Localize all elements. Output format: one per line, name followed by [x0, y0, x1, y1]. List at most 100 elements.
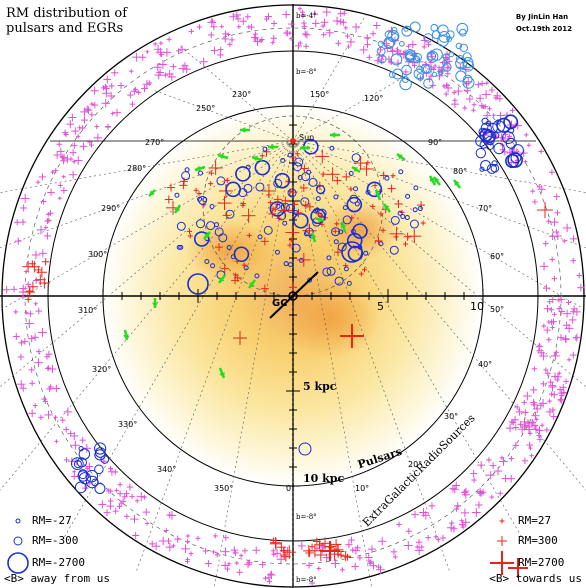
egr-positive: [524, 425, 534, 434]
egr-negative: [462, 76, 475, 89]
egr-negative: [430, 48, 443, 61]
legend-neg-large: RM=-2700: [32, 556, 85, 569]
pulsar-negative: [333, 194, 339, 200]
pulsar-negative: [329, 145, 335, 151]
egr-positive: [537, 349, 545, 357]
egr-positive: [210, 18, 215, 24]
egr-positive: [556, 297, 562, 303]
egr-positive: [108, 465, 114, 471]
egr-positive: [548, 232, 557, 241]
egr-positive: [69, 170, 78, 179]
egr-positive: [18, 339, 25, 346]
egr-positive: [253, 37, 262, 46]
pulsar-negative: [291, 243, 301, 253]
pulsar-positive: [318, 213, 324, 219]
egr-positive: [368, 545, 376, 554]
egr-positive: [63, 426, 70, 433]
egr-positive: [83, 105, 91, 113]
egr-positive: [549, 391, 555, 397]
arrow-head: [300, 145, 306, 151]
pulsar-positive: [301, 201, 310, 210]
pulsar-positive: [268, 209, 277, 218]
pulsar-negative: [262, 146, 268, 152]
egr-positive: [449, 520, 455, 526]
arrow-head: [149, 190, 155, 196]
pulsar-positive: [187, 233, 193, 239]
egr-positive: [369, 561, 378, 570]
egr-positive: [24, 310, 29, 315]
pulsar-positive: [261, 184, 276, 199]
egr-positive: [298, 40, 303, 46]
egr-negative: [94, 464, 104, 475]
egr-positive: [543, 367, 549, 373]
egr-positive: [450, 485, 459, 494]
egr-positive: [373, 21, 381, 30]
pulsar-negative: [238, 188, 248, 198]
egr-positive: [337, 10, 344, 17]
egr-negative: [387, 30, 400, 43]
longitude-label: 330°: [118, 420, 138, 429]
pulsar-negative: [293, 162, 303, 172]
egr-positive: [236, 24, 242, 30]
pulsar-negative: [341, 241, 363, 263]
egr-positive: [33, 301, 38, 306]
pulsar-negative: [363, 250, 369, 256]
egr-positive: [61, 174, 66, 179]
egr-positive: [165, 70, 174, 78]
pulsar-positive: [193, 187, 199, 193]
pulsar-positive: [294, 151, 300, 157]
egr-positive: [73, 156, 83, 165]
egr-positive: [496, 111, 505, 120]
egr-positive: [167, 511, 177, 520]
egr-positive: [177, 45, 187, 54]
egr-positive: [421, 44, 427, 50]
egr-positive: [389, 47, 395, 53]
egr-positive: [497, 490, 504, 497]
longitude-label: 270°: [145, 138, 165, 147]
legend-marks: [7, 518, 514, 575]
egr-positive: [471, 477, 477, 483]
longitude-ray: [292, 140, 586, 248]
egr-positive: [130, 87, 138, 95]
longitude-ray: [292, 140, 586, 311]
egr-positive: [259, 36, 265, 43]
egr-positive: [48, 364, 57, 373]
egr-positive: [105, 488, 112, 494]
distance-label-5: 5 kpc: [303, 380, 337, 393]
egr-positive: [477, 489, 485, 497]
egr-positive: [31, 333, 39, 341]
arrow-head: [397, 154, 403, 160]
egr-positive: [415, 544, 420, 550]
egr-positive: [486, 471, 495, 480]
egr-positive: [346, 44, 351, 49]
egr-positive: [446, 65, 451, 70]
pulsar-positive: [234, 258, 240, 264]
egr-negative: [100, 455, 110, 464]
egr-positive: [311, 10, 319, 18]
egr-positive: [452, 97, 458, 103]
egr-negative: [478, 127, 487, 137]
egr-positive: [52, 384, 61, 393]
egr-negative: [376, 46, 386, 56]
egr-positive: [98, 500, 107, 509]
egr-positive: [2, 286, 11, 294]
egr-positive: [29, 380, 36, 387]
egr-negative: [491, 160, 498, 167]
arrow-head: [318, 216, 324, 223]
pulsar-negative: [331, 227, 341, 237]
egr-positive: [222, 534, 229, 541]
egr-positive: [396, 521, 402, 528]
egr-positive: [499, 457, 508, 466]
egr-positive: [145, 49, 150, 54]
egr-positive: [59, 153, 65, 159]
egr-negative: [511, 144, 524, 157]
pulsar-positive: [332, 228, 338, 234]
pulsar-negative: [409, 219, 419, 229]
egr-positive: [464, 77, 473, 86]
egr-positive: [548, 307, 555, 313]
egr-positive: [305, 562, 313, 569]
pulsar-positive: [389, 226, 404, 241]
egr-positive: [550, 413, 557, 420]
longitude-label: 20°: [408, 460, 423, 469]
pulsar-positive: [217, 196, 232, 211]
